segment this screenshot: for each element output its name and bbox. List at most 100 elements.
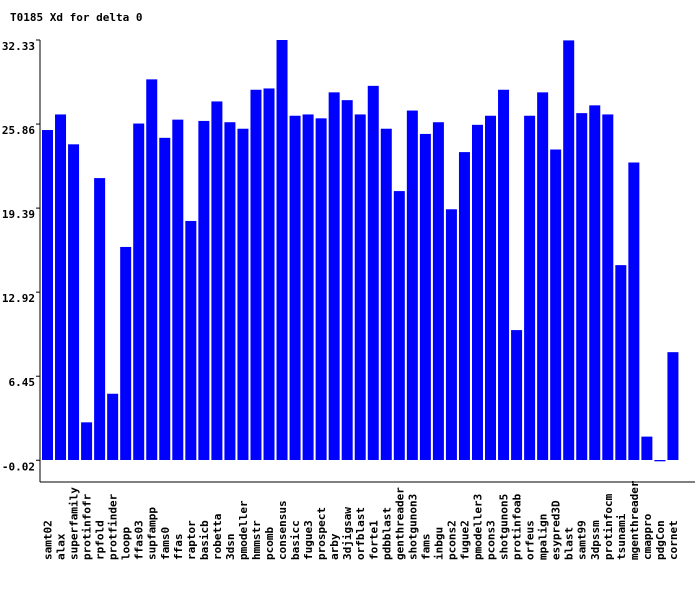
bar: [393, 191, 405, 461]
bar: [550, 149, 562, 461]
bar: [576, 113, 588, 461]
bar: [641, 436, 653, 461]
x-tick-label: 3dpssm: [589, 520, 602, 560]
bar: [237, 128, 249, 461]
bar: [250, 89, 262, 461]
x-tick-label: blast: [563, 527, 576, 560]
bar: [146, 79, 158, 461]
x-tick-label: cmappro: [641, 513, 654, 560]
x-tick-label: supfampp: [146, 507, 159, 560]
x-tick-label: superfamily: [68, 487, 81, 560]
bar: [380, 128, 392, 461]
bar: [354, 114, 366, 461]
bar: [315, 118, 327, 461]
bar: [419, 133, 431, 461]
y-tick-label: 32.33: [2, 40, 35, 53]
bar: [198, 120, 210, 461]
x-tick-label: samt02: [42, 520, 55, 560]
bar: [302, 114, 314, 461]
x-tick-label: pmodeller3: [471, 494, 484, 560]
x-tick-label: shotgunon5: [498, 494, 511, 560]
x-tick-label: protinfoab: [511, 493, 524, 560]
bar: [328, 92, 340, 461]
x-tick-label: inbgu: [432, 527, 445, 560]
y-tick-label: 6.45: [9, 376, 36, 389]
bar: [367, 85, 379, 461]
x-tick-label: fams0: [159, 527, 172, 560]
bar: [55, 114, 67, 461]
bar: [42, 130, 53, 461]
x-tick-label: fugue3: [302, 520, 315, 560]
bar: [185, 220, 197, 461]
x-tick-label: protinfofr: [81, 493, 94, 560]
x-tick-label: orfeus: [524, 520, 537, 560]
x-tick-label: consensus: [276, 500, 289, 560]
x-tick-label: ffas03: [133, 520, 146, 560]
x-tick-label: basicc: [289, 520, 302, 560]
y-tick-label: 19.39: [2, 208, 35, 221]
x-tick-label: basicb: [198, 520, 211, 560]
x-tick-label: tsunami: [615, 513, 628, 560]
bar: [289, 115, 301, 461]
y-tick-label: -0.02: [2, 460, 35, 473]
x-tick-label: forte1: [367, 520, 380, 560]
x-tick-label: pmodeller: [237, 500, 250, 560]
bar: [133, 123, 145, 461]
bar: [159, 137, 171, 461]
x-tick-label: ffas: [172, 534, 185, 561]
bar: [628, 162, 640, 461]
bar: [602, 114, 614, 461]
x-tick-label: fams: [419, 534, 432, 561]
x-tick-label: pcons2: [445, 520, 458, 560]
x-tick-label: loopp: [120, 527, 133, 560]
bar: [432, 122, 444, 461]
bar: [563, 40, 575, 461]
x-tick-label: raptor: [185, 520, 198, 560]
y-tick-label: 25.86: [2, 124, 35, 137]
x-tick-label: cornet: [667, 520, 680, 560]
x-tick-label: mpalign: [537, 514, 550, 560]
x-tick-label: pdgCon: [654, 520, 667, 560]
bar: [81, 422, 93, 461]
bar: [445, 209, 457, 461]
bar: [94, 178, 106, 461]
bar: [667, 352, 679, 461]
bar: [224, 122, 236, 461]
bar: [107, 393, 119, 461]
x-tick-label: protinfocm: [602, 493, 615, 560]
bar: [511, 330, 523, 461]
bar: [524, 115, 536, 461]
bar: [68, 144, 80, 461]
bar: [498, 89, 510, 461]
x-tick-label: orfblast: [354, 507, 367, 560]
x-tick-label: protfinder: [107, 493, 120, 560]
bar: [276, 40, 288, 461]
x-tick-label: samt99: [576, 520, 589, 560]
x-tick-label: pdbblast: [380, 507, 393, 560]
x-tick-label: mgenthreader: [628, 480, 641, 560]
bar: [172, 119, 184, 461]
bar: [589, 105, 601, 461]
bar: [120, 246, 132, 461]
bar: [406, 110, 418, 461]
bar: [341, 100, 353, 461]
bar: [263, 88, 275, 461]
x-tick-label: esypred3D: [550, 500, 563, 560]
x-tick-label: hmmstr: [250, 520, 263, 560]
x-tick-label: fugue2: [458, 520, 471, 560]
x-tick-label: pcomb: [263, 527, 276, 560]
bar: [615, 265, 627, 461]
bar: [471, 124, 483, 461]
x-tick-label: rpfold: [94, 520, 107, 560]
bar: [537, 92, 549, 461]
bar: [211, 101, 223, 461]
x-tick-label: pcons3: [485, 520, 498, 560]
x-tick-label: robetta: [211, 514, 224, 560]
bar: [458, 152, 470, 461]
x-tick-label: shotgunon3: [406, 494, 419, 560]
x-tick-label: arby: [328, 533, 341, 560]
bar: [485, 115, 497, 461]
x-tick-label: prospect: [315, 507, 328, 560]
x-tick-label: genthreader: [393, 487, 406, 560]
